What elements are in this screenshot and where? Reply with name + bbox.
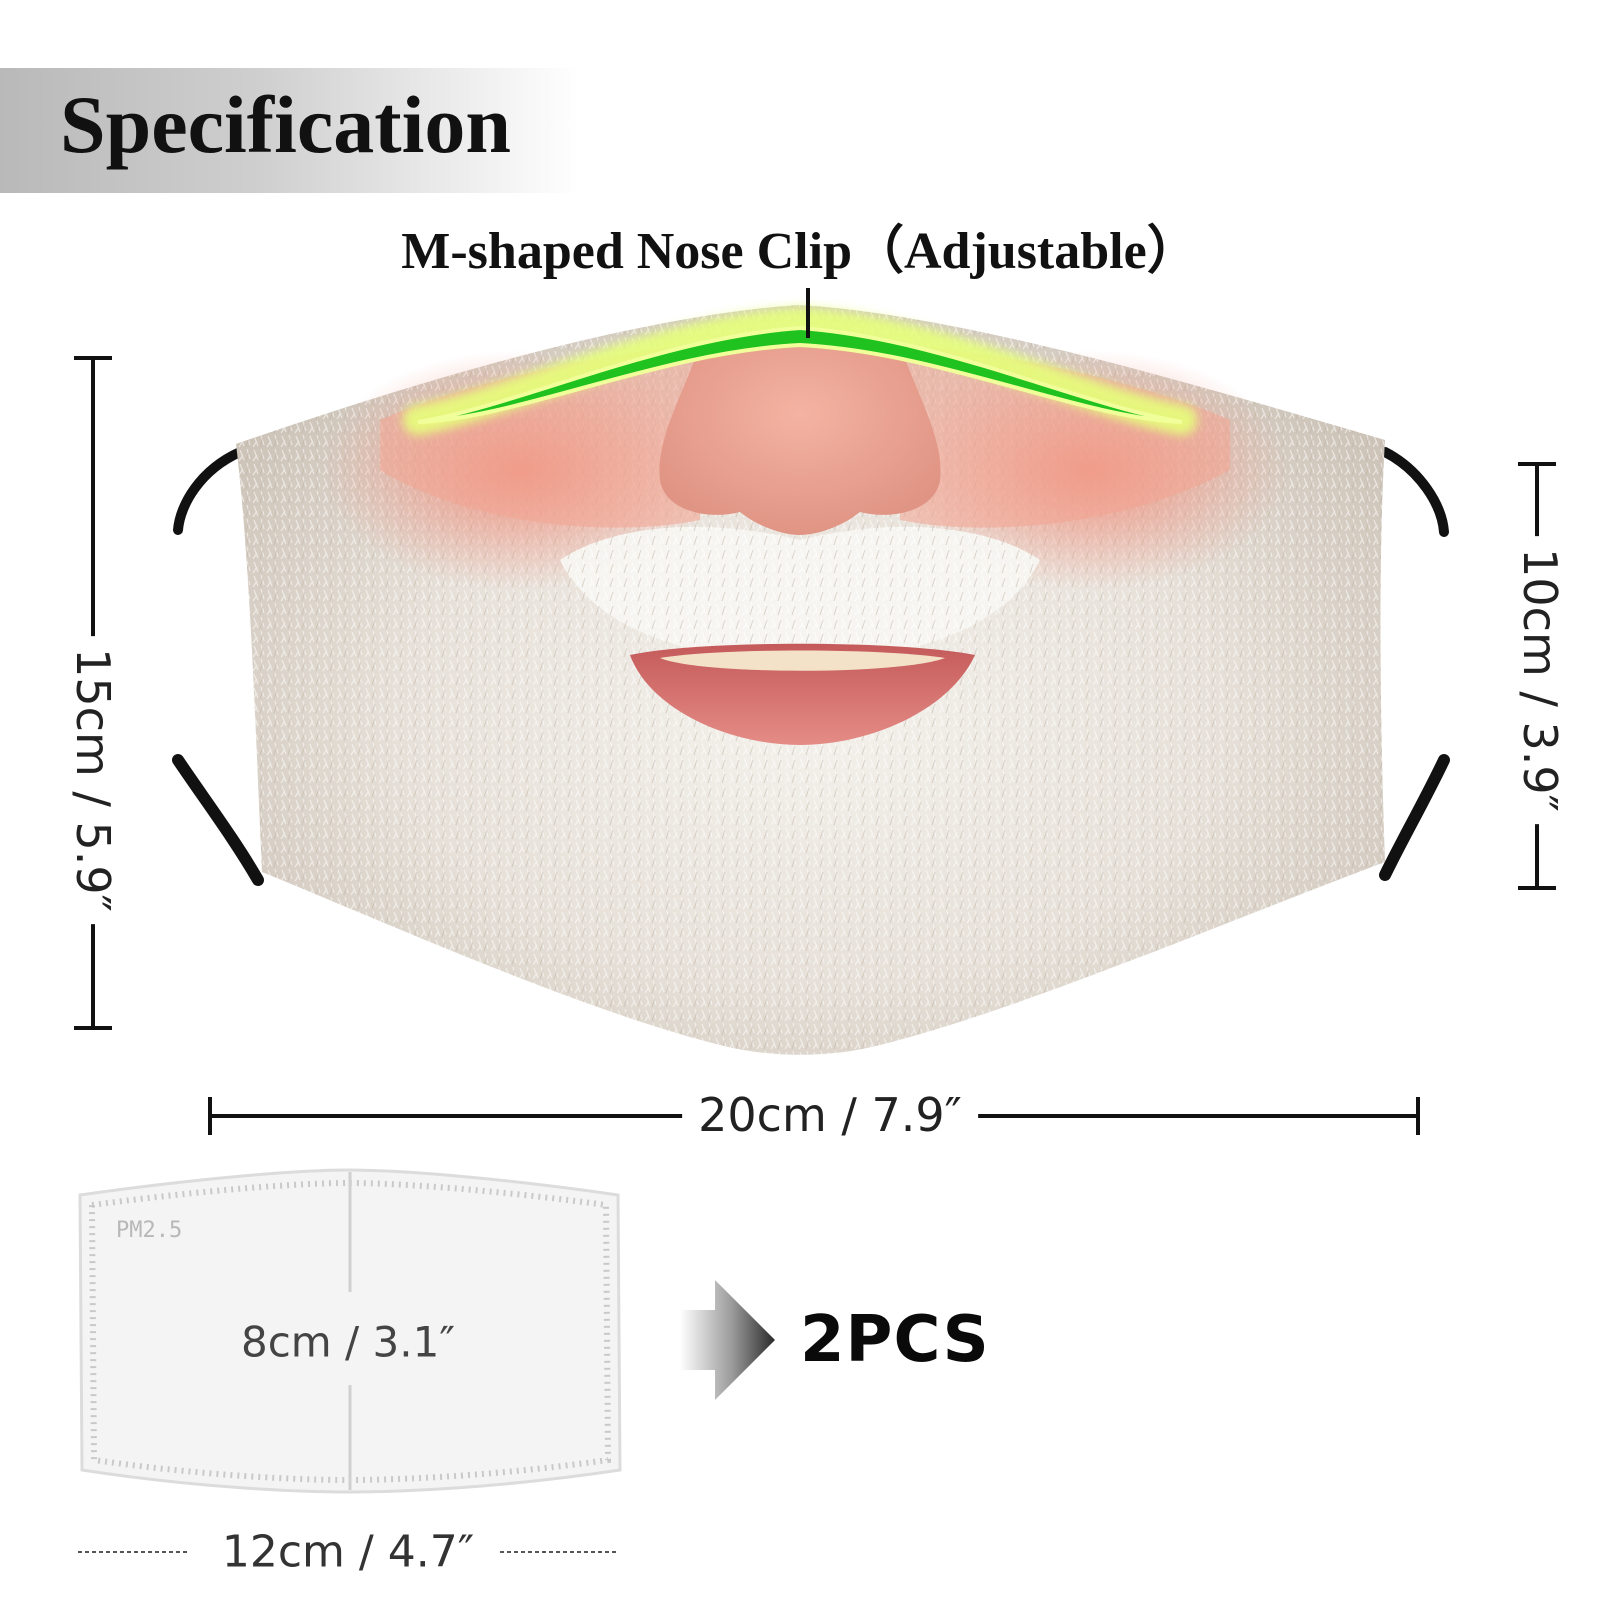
width-label: 20cm / 7.9″ — [682, 1092, 978, 1138]
arrow-right-icon — [680, 1280, 775, 1400]
nose-clip — [417, 325, 1183, 424]
filter-marking: PM2.5 — [116, 1218, 183, 1243]
page-title: Specification — [60, 79, 511, 170]
left-ear-loop-lower — [172, 754, 264, 886]
height-label: 15cm / 5.9″ — [66, 636, 120, 924]
filter-illustration — [78, 1168, 622, 1553]
side-height-label: 10cm / 3.9″ — [1513, 536, 1567, 824]
filter-quantity: 2PCS — [800, 1303, 990, 1377]
nose-clip-glow — [403, 306, 1197, 435]
header-banner — [0, 68, 580, 193]
filter-height-label: 8cm / 3.1″ — [240, 1317, 456, 1367]
right-ear-loop — [1380, 447, 1449, 537]
filter-width-label: 12cm / 4.7″ — [207, 1526, 489, 1578]
nose — [659, 333, 941, 535]
nose-clip-label: M-shaped Nose Clip（Adjustable） — [401, 223, 1199, 280]
mouth — [630, 643, 975, 745]
right-ear-loop-lower — [1379, 754, 1450, 881]
left-ear-loop — [173, 447, 245, 535]
